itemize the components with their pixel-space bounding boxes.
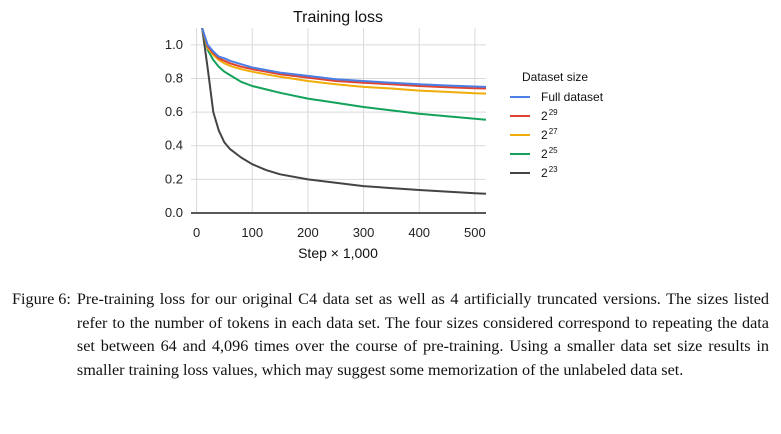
y-tick-label: 0.4 <box>165 138 183 153</box>
x-tick-label: 100 <box>241 225 263 240</box>
caption-text: Pre-training loss for our original C4 da… <box>76 290 769 379</box>
legend: Dataset size Full dataset 229 227 225 223 <box>510 70 604 180</box>
figure-caption: Figure 6: Pre-training loss for our orig… <box>12 288 769 382</box>
chart-title: Training loss <box>293 9 383 26</box>
y-tick-label: 0.0 <box>165 205 183 220</box>
series-line-2 <box>201 28 486 95</box>
y-tick-label: 0.8 <box>165 70 183 85</box>
x-axis-label: Step × 1,000 <box>298 245 378 261</box>
series-line-3 <box>201 28 486 121</box>
legend-label: 223 <box>541 165 558 180</box>
series-line-0 <box>201 28 486 88</box>
x-tick-label: 0 <box>193 225 200 240</box>
training-loss-chart: Training loss 0 100 200 300 400 5000.00.20.40… <box>165 9 604 261</box>
series-group <box>201 28 486 195</box>
caption-label: Figure 6: <box>12 290 71 308</box>
legend-label: 227 <box>541 127 558 142</box>
grid <box>191 28 486 214</box>
series-line-1 <box>201 28 486 90</box>
x-tick-label: 400 <box>408 225 430 240</box>
legend-label: 229 <box>541 108 558 123</box>
x-tick-label: 300 <box>353 225 375 240</box>
x-tick-label: 500 <box>464 225 486 240</box>
y-tick-label: 0.6 <box>165 104 183 119</box>
x-tick-label: 200 <box>297 225 319 240</box>
legend-label: Full dataset <box>541 90 604 104</box>
legend-title: Dataset size <box>522 70 588 84</box>
y-tick-label: 0.2 <box>165 171 183 186</box>
legend-label: 225 <box>541 146 558 161</box>
y-tick-label: 1.0 <box>165 37 183 52</box>
series-line-4 <box>201 28 486 195</box>
tick-labels: 0 100 200 300 400 500 0.0 0.2 0.4 0.6 0.8 1.0 <box>165 37 486 240</box>
